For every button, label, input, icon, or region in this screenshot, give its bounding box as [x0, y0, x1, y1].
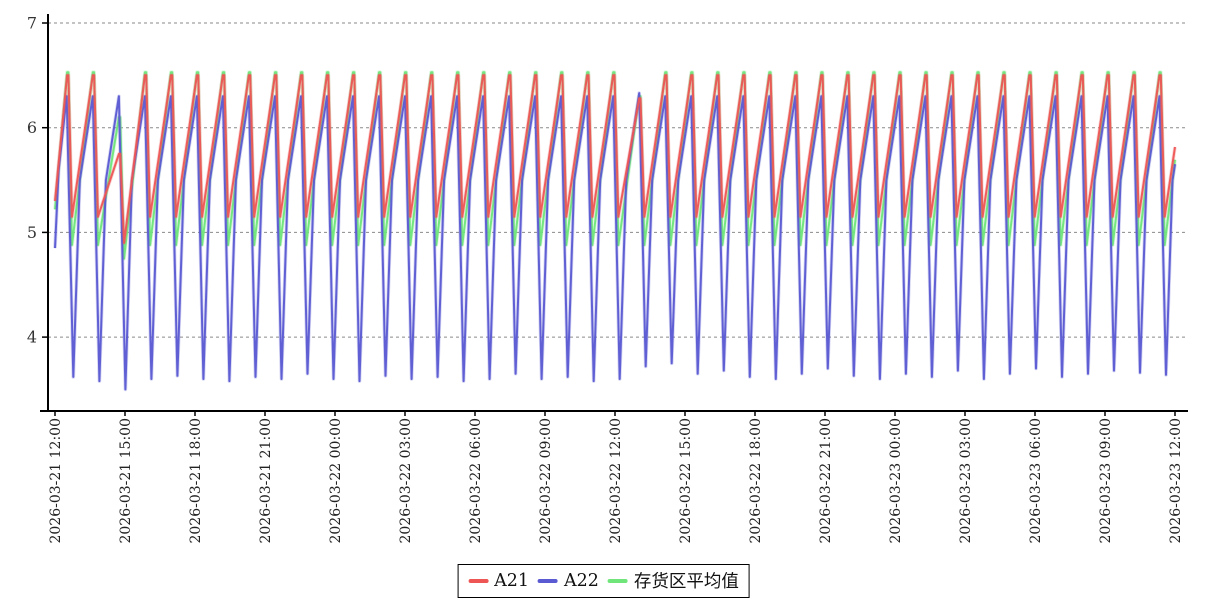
legend: A21 A22 存货区平均值	[457, 564, 750, 598]
series-a22-line	[54, 92, 1176, 391]
x-tick-label: 2026-03-22 12:00	[608, 418, 624, 544]
y-tick-label: 6	[27, 118, 37, 137]
x-tick-label: 2026-03-22 00:00	[328, 418, 344, 544]
y-tick-label: 7	[27, 14, 37, 33]
x-tick-label: 2026-03-21 15:00	[118, 418, 134, 544]
legend-item-a22: A22	[538, 571, 599, 591]
legend-label-a22: A22	[564, 570, 599, 591]
x-tick-label: 2026-03-23 03:00	[958, 418, 974, 544]
legend-label-a21: A21	[494, 570, 529, 591]
x-tick-label: 2026-03-22 09:00	[538, 418, 554, 544]
legend-marker-a21-icon	[468, 578, 489, 583]
y-tick-label: 4	[27, 328, 37, 347]
x-tick-label: 2026-03-22 03:00	[398, 418, 414, 544]
legend-marker-a22-icon	[538, 578, 558, 583]
legend-label-avg: 存货区平均值	[633, 572, 739, 592]
legend-marker-avg-icon	[607, 578, 628, 583]
x-tick-label: 2026-03-21 18:00	[188, 418, 204, 544]
x-tick-label: 2026-03-23 12:00	[1168, 418, 1184, 544]
legend-item-a21: A21	[468, 571, 529, 591]
x-tick-label: 2026-03-22 18:00	[748, 418, 764, 544]
y-tick-label: 5	[27, 223, 37, 242]
x-tick-label: 2026-03-23 06:00	[1028, 418, 1044, 544]
x-tick-label: 2026-03-21 12:00	[48, 418, 64, 544]
x-tick-label: 2026-03-22 21:00	[818, 418, 834, 544]
series-a21-line	[54, 74, 1176, 244]
x-tick-label: 2026-03-22 06:00	[468, 418, 484, 544]
legend-item-avg: 存货区平均值	[607, 568, 739, 593]
x-tick-label: 2026-03-23 00:00	[888, 418, 904, 544]
x-tick-label: 2026-03-23 09:00	[1098, 418, 1114, 544]
x-tick-label: 2026-03-21 21:00	[258, 418, 274, 544]
x-tick-label: 2026-03-22 15:00	[678, 418, 694, 544]
plot-area: 7 6 5 4 2026-03-21 12:00 2026-03-21 15:00 2026…	[27, 14, 1188, 544]
